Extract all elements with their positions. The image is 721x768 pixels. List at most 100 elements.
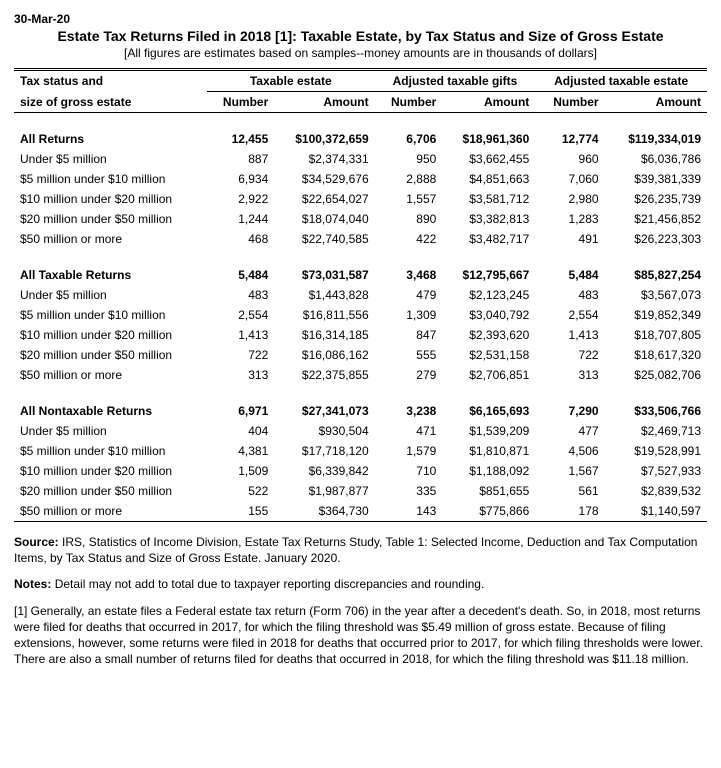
cell: $3,482,717 (442, 229, 535, 249)
cell: 12,774 (535, 129, 604, 149)
cell: $775,866 (442, 501, 535, 521)
cell: $33,506,766 (605, 401, 707, 421)
cell: 6,934 (207, 169, 274, 189)
table-row: $5 million under $10 million6,934$34,529… (14, 169, 707, 189)
cell: $16,086,162 (274, 345, 374, 365)
cell: $19,528,991 (605, 441, 707, 461)
cell: $22,654,027 (274, 189, 374, 209)
row-label: $20 million under $50 million (14, 481, 207, 501)
section-spacer (14, 385, 707, 401)
cell: $930,504 (274, 421, 374, 441)
cell: 1,509 (207, 461, 274, 481)
row-label: All Returns (14, 129, 207, 149)
table-row: $10 million under $20 million1,509$6,339… (14, 461, 707, 481)
cell: $3,567,073 (605, 285, 707, 305)
cell: 5,484 (535, 265, 604, 285)
cell: $3,662,455 (442, 149, 535, 169)
section-total-row: All Taxable Returns5,484$73,031,5873,468… (14, 265, 707, 285)
cell: 1,413 (207, 325, 274, 345)
cell: 3,238 (375, 401, 443, 421)
cell: 313 (535, 365, 604, 385)
cell: $18,961,360 (442, 129, 535, 149)
row-label: Under $5 million (14, 285, 207, 305)
cell: $73,031,587 (274, 265, 374, 285)
col-header-amount-3: Amount (605, 92, 707, 113)
cell: $1,810,871 (442, 441, 535, 461)
cell: 1,579 (375, 441, 443, 461)
cell: $3,382,813 (442, 209, 535, 229)
cell: 890 (375, 209, 443, 229)
table-row: $10 million under $20 million2,922$22,65… (14, 189, 707, 209)
notes-text: Detail may not add to total due to taxpa… (55, 577, 485, 591)
cell: 7,060 (535, 169, 604, 189)
cell: 1,567 (535, 461, 604, 481)
cell: $2,374,331 (274, 149, 374, 169)
cell: $25,082,706 (605, 365, 707, 385)
cell: $21,456,852 (605, 209, 707, 229)
cell: 313 (207, 365, 274, 385)
cell: $3,581,712 (442, 189, 535, 209)
cell: 178 (535, 501, 604, 521)
cell: $39,381,339 (605, 169, 707, 189)
row-label: Under $5 million (14, 421, 207, 441)
cell: $2,469,713 (605, 421, 707, 441)
cell: $6,339,842 (274, 461, 374, 481)
cell: 1,413 (535, 325, 604, 345)
cell: 6,706 (375, 129, 443, 149)
cell: $2,706,851 (442, 365, 535, 385)
footnote-1: [1] Generally, an estate files a Federal… (14, 603, 707, 668)
cell: 3,468 (375, 265, 443, 285)
cell: 479 (375, 285, 443, 305)
col-header-amount-1: Amount (274, 92, 374, 113)
table-row: Under $5 million404$930,504471$1,539,209… (14, 421, 707, 441)
cell: $16,811,556 (274, 305, 374, 325)
cell: 950 (375, 149, 443, 169)
cell: $851,655 (442, 481, 535, 501)
source-line: Source: IRS, Statistics of Income Divisi… (14, 534, 707, 566)
cell: $26,235,739 (605, 189, 707, 209)
data-table: Tax status and Taxable estate Adjusted t… (14, 68, 707, 521)
row-label: $5 million under $10 million (14, 169, 207, 189)
cell: $34,529,676 (274, 169, 374, 189)
cell: $364,730 (274, 501, 374, 521)
cell: $1,987,877 (274, 481, 374, 501)
report-title: Estate Tax Returns Filed in 2018 [1]: Ta… (14, 28, 707, 44)
cell: $18,707,805 (605, 325, 707, 345)
cell: 155 (207, 501, 274, 521)
table-row: $20 million under $50 million1,244$18,07… (14, 209, 707, 229)
cell: 1,557 (375, 189, 443, 209)
section-total-row: All Returns12,455$100,372,6596,706$18,96… (14, 129, 707, 149)
cell: 477 (535, 421, 604, 441)
table-row: $5 million under $10 million2,554$16,811… (14, 305, 707, 325)
row-label: Under $5 million (14, 149, 207, 169)
cell: 143 (375, 501, 443, 521)
notes-label: Notes: (14, 577, 51, 591)
cell: $2,531,158 (442, 345, 535, 365)
cell: 491 (535, 229, 604, 249)
section-spacer (14, 249, 707, 265)
cell: $6,036,786 (605, 149, 707, 169)
cell: 710 (375, 461, 443, 481)
cell: $85,827,254 (605, 265, 707, 285)
table-row: Under $5 million483$1,443,828479$2,123,2… (14, 285, 707, 305)
cell: $2,393,620 (442, 325, 535, 345)
col-group-adjusted-estate: Adjusted taxable estate (535, 70, 707, 92)
cell: 335 (375, 481, 443, 501)
col-header-rowlabel-2: size of gross estate (14, 92, 207, 113)
cell: 1,244 (207, 209, 274, 229)
row-label: $10 million under $20 million (14, 461, 207, 481)
cell: $1,140,597 (605, 501, 707, 521)
row-label: $5 million under $10 million (14, 441, 207, 461)
cell: $12,795,667 (442, 265, 535, 285)
cell: 7,290 (535, 401, 604, 421)
cell: 422 (375, 229, 443, 249)
cell: $1,188,092 (442, 461, 535, 481)
cell: $3,040,792 (442, 305, 535, 325)
table-body: All Returns12,455$100,372,6596,706$18,96… (14, 113, 707, 522)
table-row: $50 million or more155$364,730143$775,86… (14, 501, 707, 521)
col-header-number-3: Number (535, 92, 604, 113)
col-group-adjusted-gifts: Adjusted taxable gifts (375, 70, 536, 92)
cell: 404 (207, 421, 274, 441)
cell: 555 (375, 345, 443, 365)
cell: $22,740,585 (274, 229, 374, 249)
